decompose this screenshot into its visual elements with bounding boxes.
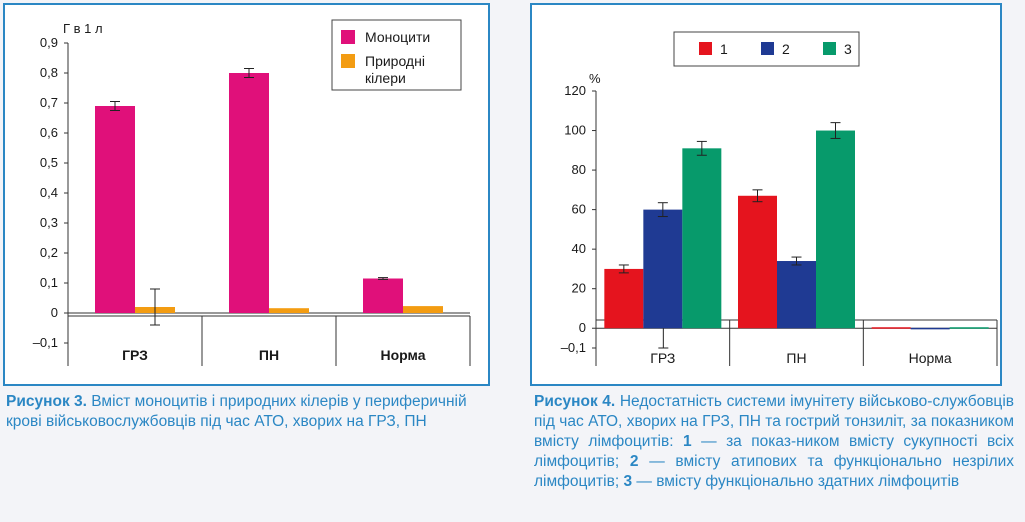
y-tick-label: 0,4 [40,185,58,200]
bar [910,327,950,330]
y-tick-label: 0 [579,320,586,335]
figure-3-text: Вміст моноцитів і природних кілерів у пе… [6,393,467,430]
x-tick-label: ГРЗ [650,350,675,366]
y-tick-label: –0,1 [33,335,58,350]
y-tick-label: 0,2 [40,245,58,260]
bar [816,130,855,329]
x-tick-label: Норма [909,350,952,366]
y-tick-label: 20 [572,281,586,296]
bar [229,73,269,313]
legend-swatch [341,54,355,68]
legend-label: кілери [365,70,406,86]
legend-swatch [761,42,774,55]
figure-4-text-2: — за показ-ником вмісту сукупності всіх … [534,433,1014,470]
y-tick-label: 0,5 [40,155,58,170]
y-tick-label: 60 [572,202,586,217]
bar [604,268,644,329]
y-tick-label: 100 [564,123,586,138]
y-tick-label: 80 [572,162,586,177]
bar [643,209,683,329]
y-axis-label: Г в 1 л [63,21,103,36]
x-tick-label: ГРЗ [122,347,148,363]
y-tick-label: 0 [51,305,58,320]
y-tick-label: 0,7 [40,95,58,110]
bar [949,327,989,329]
y-tick-label: 0,3 [40,215,58,230]
bar [777,261,816,329]
bar [403,306,443,313]
figure-4-caption: Рисунок 4. Недостатність системи імуніте… [534,392,1014,492]
chart-panel-2: 120 100 80 60 40 20 0 –0,1% ГРЗ ПН Норма 1 2 3 [530,3,1002,386]
y-tick-label: 0,9 [40,35,58,50]
chart-1: 0,9 0,8 0,7 0,6 0,5 0,4 0,3 0,2 0,1 0 –0,1 Г в 1 л Г… [33,19,471,366]
figure-4-text-1: Недостатність системи імунітету військов… [534,393,1014,450]
legend-swatch [699,42,712,55]
y-tick-label: 120 [564,83,586,98]
chart-2: 120 100 80 60 40 20 0 –0,1% ГРЗ ПН Норма 1 2 3 [561,31,998,366]
legend-label: Моноцити [365,29,430,45]
legend-swatch [823,42,836,55]
y-tick-label: –0,1 [561,340,586,355]
x-tick-label: ПН [786,350,806,366]
x-tick-label: Норма [381,347,426,363]
legend-label: 3 [844,41,852,57]
legend-label: Природні [365,53,425,69]
figure-4-num-1: 1 [683,433,692,450]
bar [269,308,309,313]
figure-4-text-3: — вмісту атипових та функціонально незрі… [534,453,1014,490]
y-tick-label: 0,8 [40,65,58,80]
figure-4-label: Рисунок 4. [534,393,616,410]
legend-swatch [341,30,355,44]
legend-label: 2 [782,41,790,57]
figure-4-text-4: — вмісту функціонально здатних лімфоциті… [636,473,960,490]
figure-3-label: Рисунок 3. [6,393,87,410]
bar [682,148,722,329]
bar [871,327,911,329]
y-tick-label: 40 [572,241,586,256]
y-tick-label: 0,1 [40,275,58,290]
x-tick-label: ПН [259,347,279,363]
figure-4-num-2: 2 [629,453,639,470]
figure-3-caption: Рисунок 3. Вміст моноцитів і природних к… [6,392,492,432]
y-axis-label: % [589,71,601,86]
bar [95,106,135,313]
legend-label: 1 [720,41,728,57]
chart-panel-1: 0,9 0,8 0,7 0,6 0,5 0,4 0,3 0,2 0,1 0 –0,1 Г в 1 л Г… [3,3,490,386]
bar [363,278,403,313]
bar [738,195,777,329]
figure-4-num-3: 3 [623,473,633,490]
y-tick-label: 0,6 [40,125,58,140]
